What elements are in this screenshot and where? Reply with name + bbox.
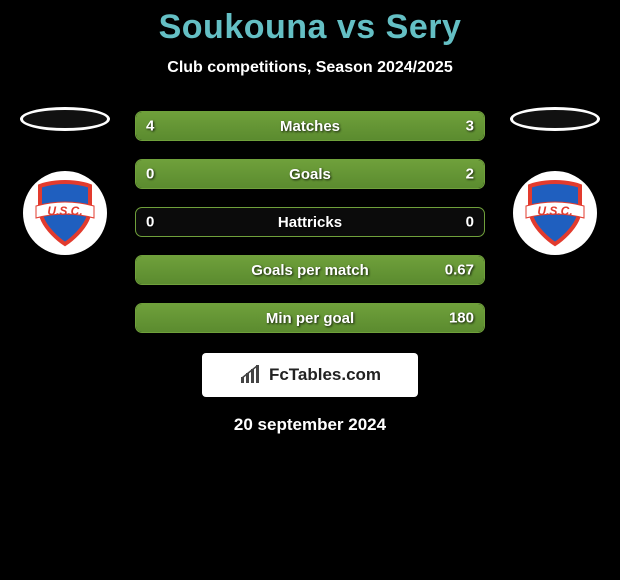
stat-label: Matches (280, 118, 340, 135)
player-left-marker (20, 107, 110, 131)
comparison-body: U.S.C. 4 Matches 3 0 Goals 2 (0, 107, 620, 333)
stat-label: Min per goal (266, 310, 354, 327)
club-badge-right: U.S.C. (513, 171, 597, 255)
stat-fill-right (334, 112, 484, 140)
page-subtitle: Club competitions, Season 2024/2025 (0, 59, 620, 77)
stat-row-goals: 0 Goals 2 (135, 159, 485, 189)
svg-text:U.S.C.: U.S.C. (47, 204, 82, 218)
club-badge-left: U.S.C. (23, 171, 107, 255)
stat-value-left: 0 (146, 214, 154, 231)
stat-value-left: 0 (146, 166, 154, 183)
shield-icon: U.S.C. (30, 178, 100, 248)
stat-label: Hattricks (278, 214, 342, 231)
stat-value-right: 0 (466, 214, 474, 231)
player-right-marker (510, 107, 600, 131)
stat-value-right: 180 (449, 310, 474, 327)
stat-row-matches: 4 Matches 3 (135, 111, 485, 141)
shield-icon: U.S.C. (520, 178, 590, 248)
svg-text:U.S.C.: U.S.C. (537, 204, 572, 218)
stat-value-right: 0.67 (445, 262, 474, 279)
brand-text: FcTables.com (269, 365, 381, 385)
stat-row-goals-per-match: Goals per match 0.67 (135, 255, 485, 285)
stat-label: Goals (289, 166, 331, 183)
stat-value-left: 4 (146, 118, 154, 135)
stat-row-min-per-goal: Min per goal 180 (135, 303, 485, 333)
stat-label: Goals per match (251, 262, 369, 279)
stats-column: 4 Matches 3 0 Goals 2 0 Hattricks 0 (135, 111, 485, 333)
brand-box: FcTables.com (202, 353, 418, 397)
footer-date: 20 september 2024 (0, 415, 620, 435)
stat-value-right: 3 (466, 118, 474, 135)
page-title: Soukouna vs Sery (0, 0, 620, 47)
right-player-column: U.S.C. (500, 107, 610, 255)
stat-row-hattricks: 0 Hattricks 0 (135, 207, 485, 237)
left-player-column: U.S.C. (10, 107, 120, 255)
comparison-infographic: Soukouna vs Sery Club competitions, Seas… (0, 0, 620, 580)
stat-value-right: 2 (466, 166, 474, 183)
bar-chart-icon (239, 363, 263, 387)
